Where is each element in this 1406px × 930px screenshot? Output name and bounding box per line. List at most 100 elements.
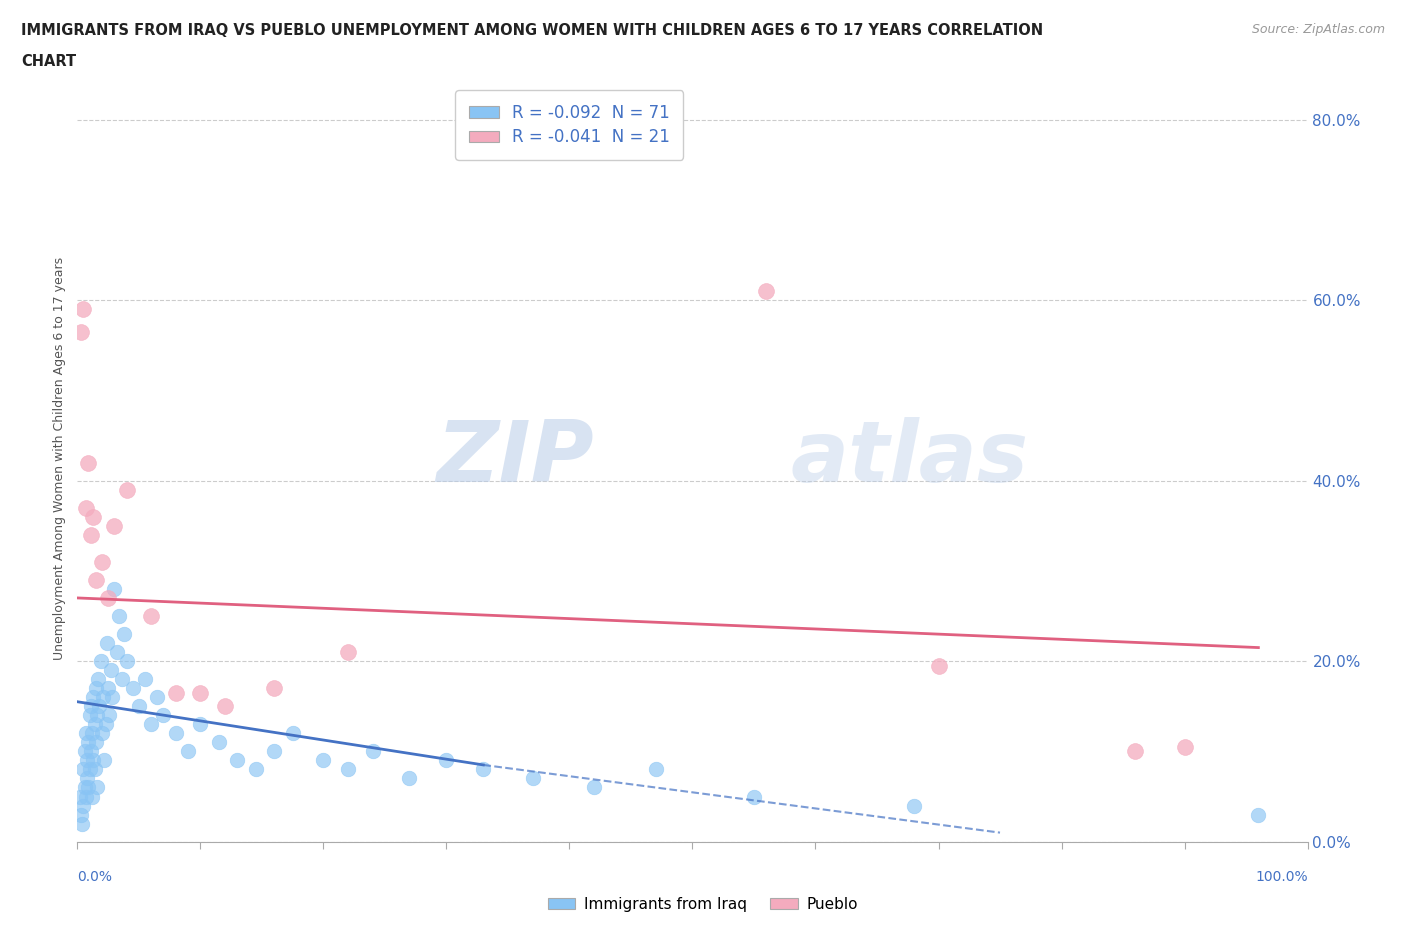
Point bbox=[245, 762, 267, 777]
Text: ZIP: ZIP bbox=[436, 417, 595, 499]
Y-axis label: Unemployment Among Women with Children Ages 6 to 17 years: Unemployment Among Women with Children A… bbox=[53, 257, 66, 659]
Point bbox=[86, 708, 108, 723]
Point bbox=[72, 798, 94, 813]
Text: atlas: atlas bbox=[792, 417, 1029, 499]
Point bbox=[103, 518, 125, 533]
Point bbox=[97, 681, 120, 696]
Point bbox=[361, 744, 384, 759]
Point bbox=[91, 690, 114, 705]
Point bbox=[79, 708, 101, 723]
Point bbox=[112, 627, 135, 642]
Point bbox=[77, 735, 100, 750]
Point bbox=[436, 753, 458, 768]
Point bbox=[70, 817, 93, 831]
Point bbox=[121, 681, 143, 696]
Point bbox=[82, 726, 104, 741]
Point bbox=[75, 726, 97, 741]
Point bbox=[80, 698, 103, 713]
Point bbox=[84, 735, 107, 750]
Point bbox=[98, 708, 121, 723]
Point bbox=[90, 554, 114, 569]
Point bbox=[115, 482, 138, 497]
Point bbox=[90, 654, 112, 669]
Point bbox=[69, 789, 91, 804]
Point bbox=[70, 807, 93, 822]
Point bbox=[70, 325, 93, 339]
Point bbox=[101, 690, 124, 705]
Point bbox=[96, 635, 118, 650]
Point bbox=[72, 301, 94, 316]
Point bbox=[165, 726, 187, 741]
Point bbox=[152, 708, 174, 723]
Point bbox=[77, 780, 100, 795]
Point bbox=[165, 685, 187, 700]
Point bbox=[97, 591, 120, 605]
Point bbox=[583, 780, 606, 795]
Point bbox=[80, 527, 103, 542]
Point bbox=[79, 762, 101, 777]
Point bbox=[83, 762, 105, 777]
Point bbox=[82, 789, 104, 804]
Text: 100.0%: 100.0% bbox=[1256, 870, 1308, 884]
Point bbox=[83, 717, 105, 732]
Point bbox=[1125, 744, 1147, 759]
Point bbox=[76, 753, 98, 768]
Point bbox=[281, 726, 304, 741]
Point bbox=[141, 717, 163, 732]
Point bbox=[903, 798, 925, 813]
Point bbox=[337, 762, 360, 777]
Point bbox=[188, 717, 212, 732]
Legend: R = -0.092  N = 71, R = -0.041  N = 21: R = -0.092 N = 71, R = -0.041 N = 21 bbox=[456, 90, 683, 160]
Point bbox=[72, 762, 94, 777]
Point bbox=[84, 573, 107, 588]
Point bbox=[398, 771, 420, 786]
Point bbox=[93, 753, 115, 768]
Point bbox=[226, 753, 249, 768]
Point bbox=[263, 744, 285, 759]
Point bbox=[1174, 739, 1197, 754]
Point bbox=[105, 644, 128, 659]
Point bbox=[263, 681, 285, 696]
Legend: Immigrants from Iraq, Pueblo: Immigrants from Iraq, Pueblo bbox=[541, 891, 865, 918]
Point bbox=[128, 698, 150, 713]
Point bbox=[80, 744, 103, 759]
Point bbox=[1247, 807, 1270, 822]
Point bbox=[214, 698, 236, 713]
Point bbox=[115, 654, 138, 669]
Point bbox=[94, 717, 117, 732]
Point bbox=[111, 671, 132, 686]
Point bbox=[84, 681, 107, 696]
Point bbox=[208, 735, 231, 750]
Point bbox=[82, 753, 104, 768]
Point bbox=[103, 581, 125, 596]
Point bbox=[337, 644, 360, 659]
Point bbox=[472, 762, 495, 777]
Point bbox=[522, 771, 544, 786]
Point bbox=[928, 658, 950, 673]
Text: Source: ZipAtlas.com: Source: ZipAtlas.com bbox=[1251, 23, 1385, 36]
Point bbox=[89, 698, 111, 713]
Point bbox=[312, 753, 335, 768]
Text: IMMIGRANTS FROM IRAQ VS PUEBLO UNEMPLOYMENT AMONG WOMEN WITH CHILDREN AGES 6 TO : IMMIGRANTS FROM IRAQ VS PUEBLO UNEMPLOYM… bbox=[21, 23, 1043, 38]
Point bbox=[134, 671, 156, 686]
Point bbox=[76, 771, 98, 786]
Point bbox=[141, 608, 163, 623]
Point bbox=[755, 284, 778, 299]
Point bbox=[75, 789, 97, 804]
Point bbox=[742, 789, 765, 804]
Point bbox=[82, 510, 104, 525]
Point bbox=[73, 780, 96, 795]
Point bbox=[87, 671, 110, 686]
Point bbox=[73, 744, 96, 759]
Point bbox=[100, 663, 122, 678]
Point bbox=[108, 608, 131, 623]
Point bbox=[146, 690, 169, 705]
Point bbox=[86, 780, 108, 795]
Point bbox=[188, 685, 212, 700]
Point bbox=[90, 726, 114, 741]
Text: CHART: CHART bbox=[21, 54, 76, 69]
Point bbox=[644, 762, 666, 777]
Point bbox=[82, 690, 104, 705]
Point bbox=[75, 500, 97, 515]
Text: 0.0%: 0.0% bbox=[77, 870, 112, 884]
